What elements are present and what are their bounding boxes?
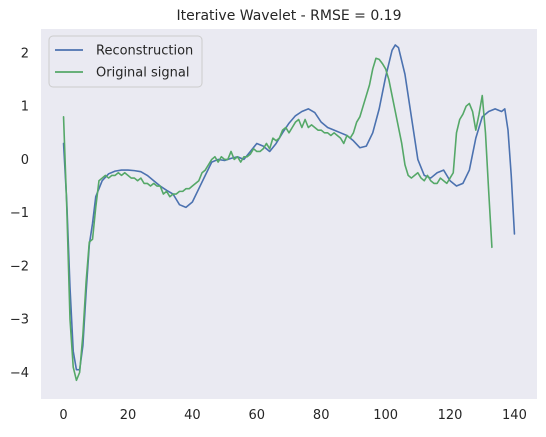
x-tick-label-5: 100 [373,408,398,423]
y-tick-label-4: 0 [21,153,29,168]
series-layer [62,44,516,382]
y-tick-label-1: −3 [10,313,29,328]
x-tick-label-7: 140 [502,408,527,423]
chart-title: Iterative Wavelet - RMSE = 0.19 [176,8,401,24]
legend-label-0: Reconstruction [96,44,193,59]
y-tick-label-0: −4 [10,366,29,381]
x-tick-label-6: 120 [438,408,463,423]
plot-area [41,29,537,399]
legend-box [48,35,203,88]
y-axis: −4 −3 −2 −1 0 1 2 [10,46,29,380]
legend: Reconstruction Original signal [48,35,203,88]
x-tick-label-0: 0 [59,408,67,423]
y-tick-label-5: 1 [21,100,29,115]
x-tick-label-1: 20 [120,408,137,423]
legend-label-1: Original signal [96,66,189,81]
x-tick-label-2: 40 [184,408,201,423]
series-line-original [62,57,493,382]
y-tick-label-6: 2 [21,46,29,61]
x-tick-label-3: 60 [249,408,266,423]
y-tick-label-3: −1 [10,206,29,221]
x-axis: 0 20 40 60 80 100 120 140 [59,408,526,423]
x-tick-label-4: 80 [313,408,330,423]
y-tick-label-2: −2 [10,259,29,274]
